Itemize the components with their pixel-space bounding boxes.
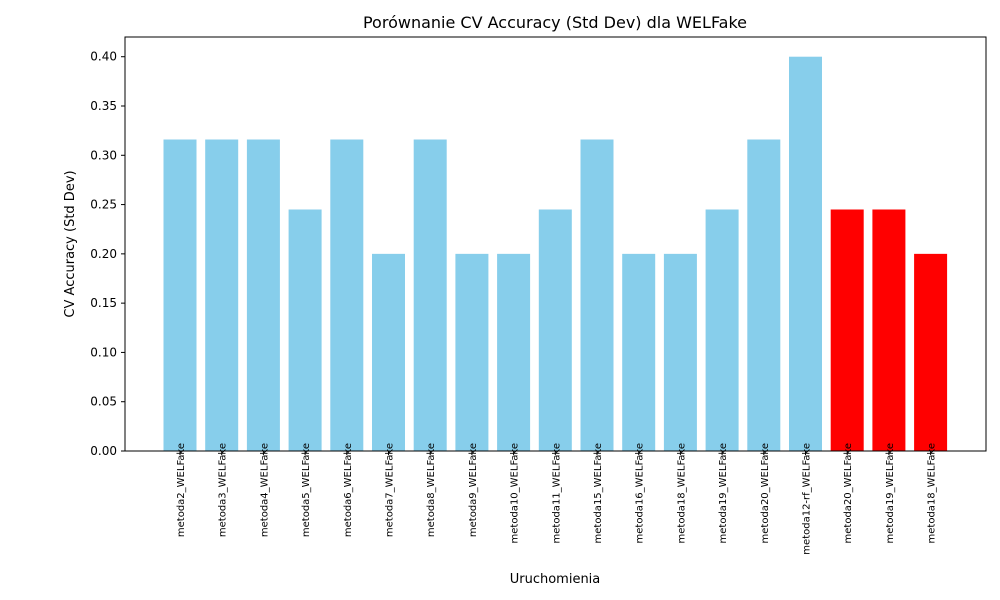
x-tick-label: metoda8_WELFake	[426, 443, 437, 537]
y-tick-label: 0.15	[90, 296, 117, 310]
chart-title: Porównanie CV Accuracy (Std Dev) dla WEL…	[363, 13, 747, 32]
x-tick-label: metoda4_WELFake	[259, 443, 270, 537]
y-axis-label: CV Accuracy (Std Dev)	[63, 170, 78, 317]
y-tick-label: 0.05	[90, 395, 117, 409]
bar	[747, 139, 781, 451]
bar	[622, 253, 656, 451]
x-tick-label: metoda12-rf_WELFake	[802, 443, 813, 555]
y-tick-label: 0.35	[90, 99, 117, 113]
x-tick-label: metoda15_WELFake	[593, 443, 604, 543]
x-tick-label: metoda19_WELFake	[885, 443, 896, 543]
bar	[830, 209, 864, 451]
x-tick-label: metoda19_WELFake	[718, 443, 729, 543]
y-tick-label: 0.00	[90, 444, 117, 458]
x-tick-label: metoda11_WELFake	[551, 443, 562, 543]
x-tick-label: metoda7_WELFake	[385, 443, 396, 537]
bars-group	[163, 56, 948, 452]
x-tick-label: metoda18_WELFake	[676, 443, 687, 543]
bar	[789, 56, 822, 452]
x-axis-ticks: metoda2_WELFake metoda3_WELFake metoda4_WE…	[176, 443, 938, 555]
bar	[413, 139, 447, 451]
x-tick-label: metoda20_WELFake	[843, 443, 854, 543]
bar	[455, 253, 489, 451]
x-tick-label: metoda6_WELFake	[343, 443, 354, 537]
x-tick-label: metoda9_WELFake	[468, 443, 479, 537]
bar	[538, 209, 572, 451]
bar	[288, 209, 322, 451]
bar	[497, 253, 531, 451]
bar	[205, 139, 239, 451]
bar	[246, 139, 280, 451]
plot-frame	[124, 36, 987, 452]
y-tick-label: 0.40	[90, 50, 117, 64]
bar	[914, 253, 948, 451]
bar	[330, 139, 364, 451]
y-tick-label: 0.10	[90, 345, 117, 359]
x-tick-label: metoda16_WELFake	[635, 443, 646, 543]
x-tick-label: metoda10_WELFake	[510, 443, 521, 543]
bar	[663, 253, 697, 451]
bar	[580, 139, 614, 451]
x-tick-label: metoda18_WELFake	[927, 443, 938, 543]
x-axis-label: Uruchomienia	[510, 572, 601, 587]
x-tick-label: metoda3_WELFake	[218, 443, 229, 537]
bar	[163, 139, 197, 451]
bar	[705, 209, 739, 451]
bar	[372, 253, 405, 451]
x-tick-label: metoda20_WELFake	[760, 443, 771, 543]
bar	[872, 209, 906, 451]
y-tick-label: 0.20	[90, 247, 117, 261]
x-tick-label: metoda2_WELFake	[176, 443, 187, 537]
x-tick-label: metoda5_WELFake	[301, 443, 312, 537]
y-tick-label: 0.30	[90, 148, 117, 162]
y-tick-label: 0.25	[90, 198, 117, 212]
y-axis-ticks: 0.00 0.05 0.10 0.15 0.20 0.25 0.30 0.35 0.40	[90, 50, 125, 458]
